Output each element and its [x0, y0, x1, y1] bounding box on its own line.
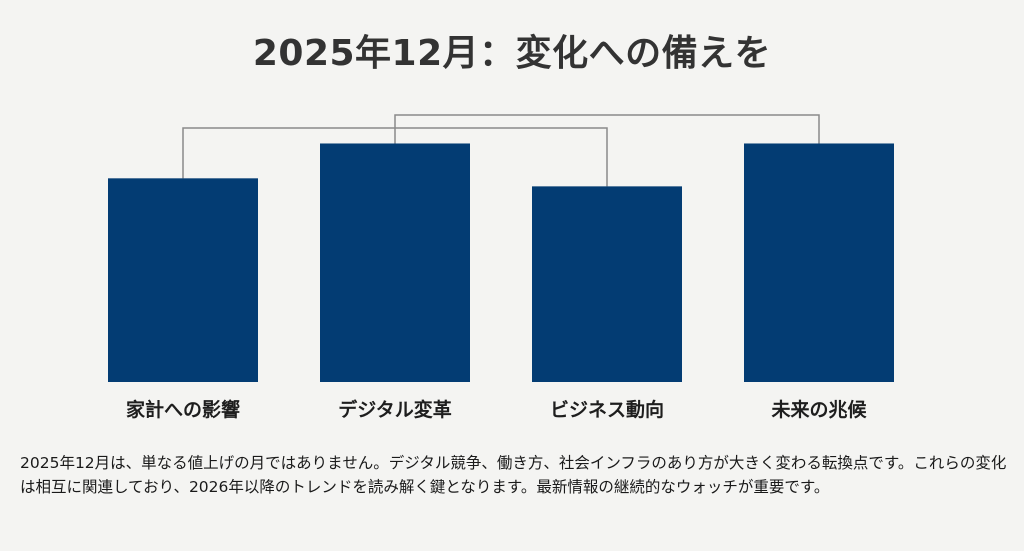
- category-label-1: 家計への影響: [126, 398, 240, 421]
- bars-group: [108, 143, 894, 382]
- connector-lines: [182, 114, 820, 187]
- connector-line-2: [394, 114, 820, 144]
- description-text: 2025年12月は、単なる値上げの月ではありません。デジタル競争、働き方、社会イ…: [20, 454, 1007, 496]
- bar-1: [108, 178, 258, 382]
- category-labels: 家計への影響 デジタル変革 ビジネス動向 未来の兆候: [126, 398, 868, 421]
- bar-3: [532, 186, 682, 382]
- bar-2: [320, 143, 470, 382]
- bar-4: [744, 143, 894, 382]
- category-label-3: ビジネス動向: [550, 398, 664, 421]
- category-label-4: 未来の兆候: [770, 398, 867, 421]
- bar-chart: 家計への影響 デジタル変革 ビジネス動向 未来の兆候: [108, 114, 894, 421]
- category-label-2: デジタル変革: [338, 398, 452, 421]
- page-title: 2025年12月：変化への備えを: [252, 33, 772, 74]
